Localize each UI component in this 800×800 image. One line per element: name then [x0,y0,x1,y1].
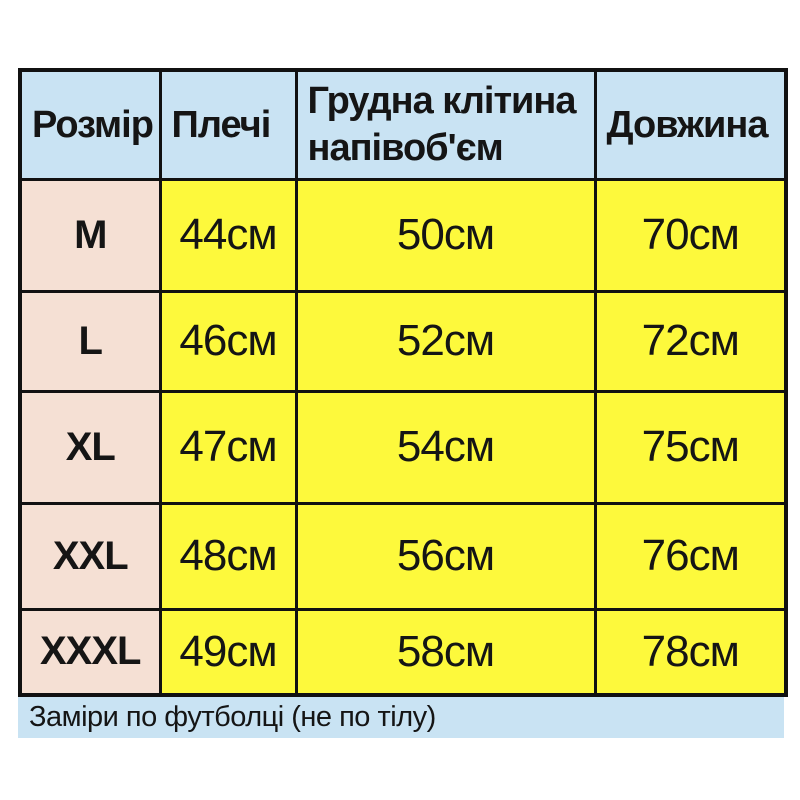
shoulders-value: 46см [158,289,298,393]
table-header-row: Розмір Плечі Грудна клітина напівоб'єм Д… [18,68,788,181]
chest-value: 54см [294,389,597,505]
size-chart-table: Розмір Плечі Грудна клітина напівоб'єм Д… [18,68,788,697]
shoulders-value: 47см [158,389,298,505]
shoulders-value: 44см [158,177,298,293]
shoulders-value: 48см [158,501,298,611]
shoulders-value: 49см [158,607,298,697]
chest-value: 58см [294,607,597,697]
measurement-footnote: Заміри по футболці (не по тілу) [18,697,784,738]
length-value: 70см [593,177,788,293]
header-size: Розмір [18,68,162,181]
length-value: 72см [593,289,788,393]
length-value: 76см [593,501,788,611]
size-label: XL [18,389,162,505]
size-label: XXL [18,501,162,611]
table-row-xl: XL 47см 54см 75см [18,389,788,505]
chest-value: 50см [294,177,597,293]
header-length: Довжина [593,68,788,181]
table-row-m: M 44см 50см 70см [18,177,788,293]
chest-value: 56см [294,501,597,611]
table-row-xxxl: XXXL 49см 58см 78см [18,607,788,697]
size-label: M [18,177,162,293]
header-chest: Грудна клітина напівоб'єм [294,68,597,181]
header-shoulders: Плечі [158,68,298,181]
length-value: 75см [593,389,788,505]
size-label: L [18,289,162,393]
size-label: XXXL [18,607,162,697]
table-row-l: L 46см 52см 72см [18,289,788,393]
chest-value: 52см [294,289,597,393]
table-row-xxl: XXL 48см 56см 76см [18,501,788,611]
length-value: 78см [593,607,788,697]
